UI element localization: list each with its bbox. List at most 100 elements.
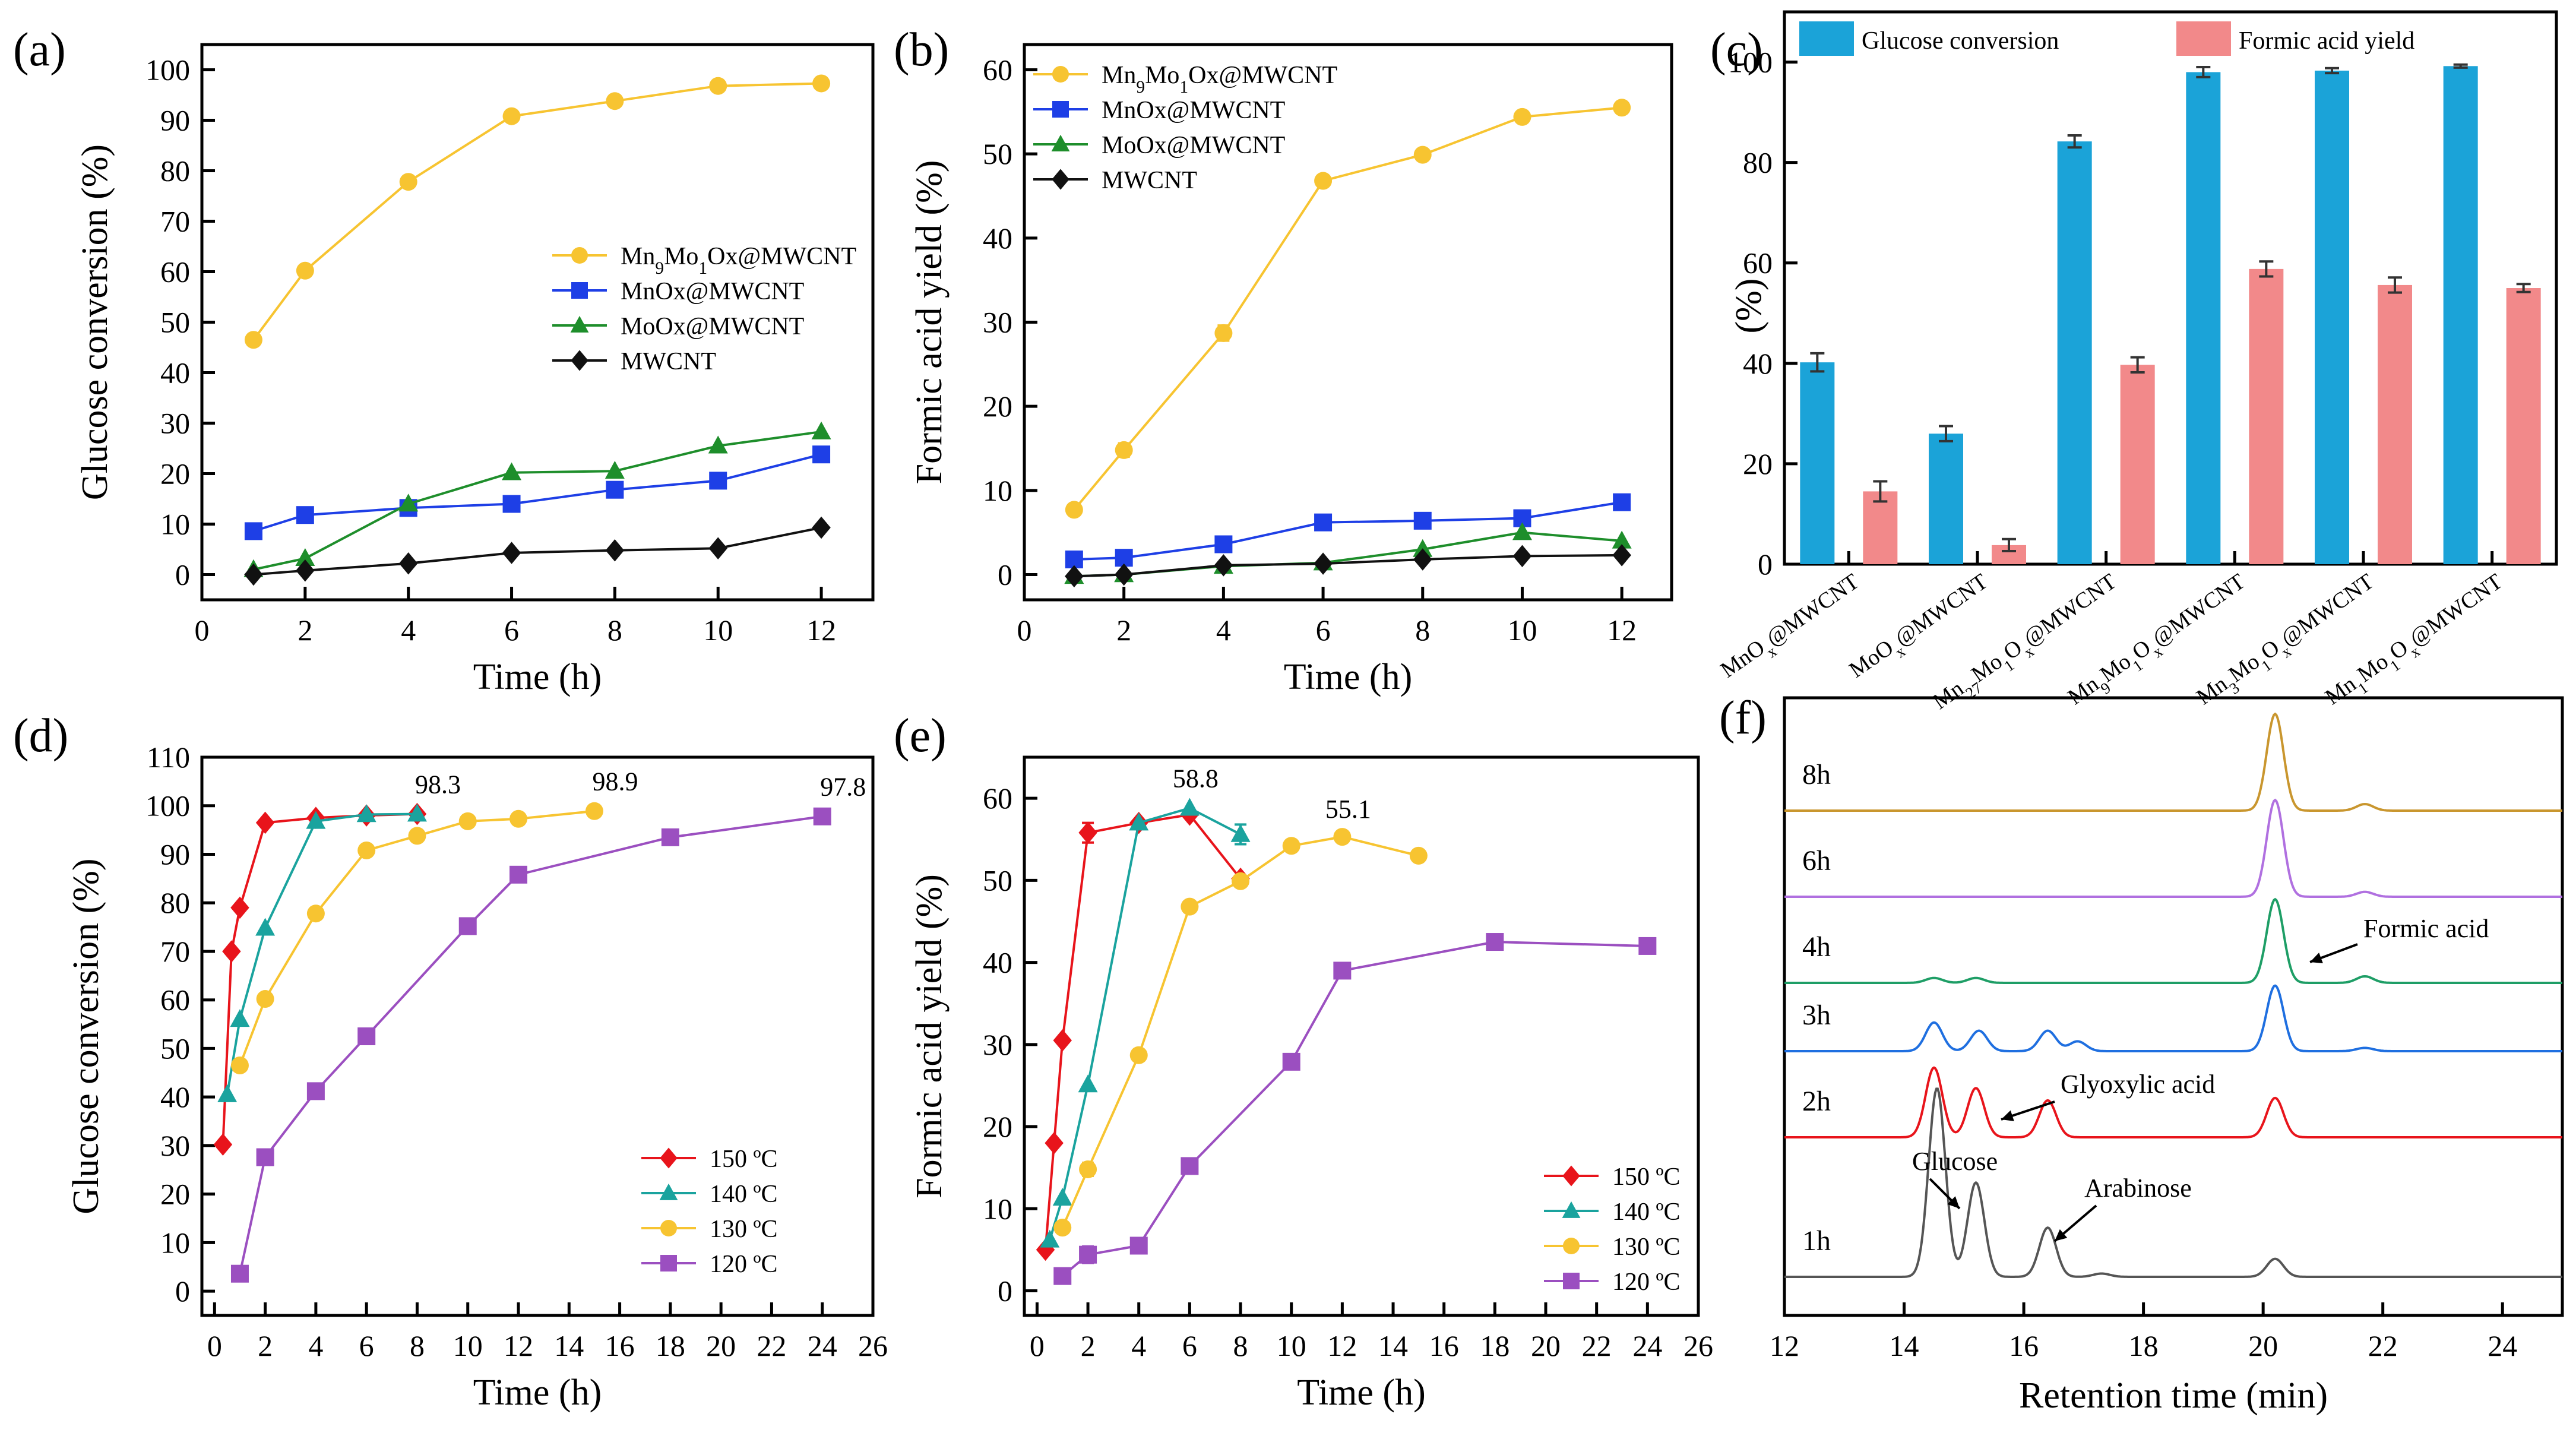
x-tick-label: 0	[1017, 613, 1032, 647]
data-point	[244, 563, 263, 586]
x-tick-label: 6	[504, 613, 519, 647]
trace-label: 2h	[1802, 1086, 1831, 1117]
data-point	[606, 92, 624, 110]
legend-label: MnOx@MWCNT	[1102, 97, 1285, 124]
data-point	[1314, 552, 1333, 575]
data-point	[1413, 548, 1432, 571]
legend-label: 120 ºC	[710, 1251, 778, 1278]
category-label-part: @MWCNT	[2405, 569, 2507, 651]
data-point	[306, 811, 326, 829]
data-point	[1314, 513, 1333, 532]
legend-label-part: Mo	[1145, 62, 1179, 89]
data-point	[709, 472, 727, 490]
data-point	[1045, 1131, 1064, 1155]
data-label: 98.9	[592, 767, 638, 796]
data-point	[1214, 324, 1233, 342]
legend-marker	[1562, 1201, 1581, 1218]
x-tick-label: 6	[1182, 1329, 1197, 1362]
data-point	[1612, 530, 1632, 549]
x-tick-label: 26	[858, 1329, 888, 1362]
data-point	[1638, 937, 1657, 955]
x-tick-label: 0	[195, 613, 210, 647]
series-line	[253, 526, 822, 576]
legend: 150 ºC 140 ºC 130 ºC 120 ºC	[641, 1146, 778, 1278]
bar-Formic acid yield	[2506, 288, 2541, 564]
annotation-arrowhead	[1947, 1196, 1960, 1209]
legend-label-part: Ox@MWCNT	[707, 243, 856, 270]
legend-label: Glucose conversion	[1862, 27, 2059, 55]
y-tick-label: 100	[145, 53, 190, 87]
y-tick-label: 90	[160, 837, 190, 871]
y-tick-label: 80	[1743, 146, 1773, 179]
data-point	[306, 904, 325, 923]
bar-Formic acid yield	[2249, 268, 2284, 564]
series-line	[253, 453, 822, 533]
data-point	[1282, 1052, 1300, 1071]
legend-marker	[660, 1220, 677, 1236]
data-point	[811, 421, 831, 439]
legend-label: 130 ºC	[710, 1216, 778, 1243]
x-tick-label: 4	[1131, 1329, 1146, 1362]
y-tick-label: 80	[160, 886, 190, 919]
trace-label: 3h	[1802, 999, 1831, 1031]
series-MoOx@MWCNT	[1064, 522, 1632, 584]
x-tick-label: 14	[1890, 1329, 1919, 1362]
data-point	[256, 990, 274, 1008]
data-point	[1065, 565, 1084, 588]
x-tick-label: 16	[1429, 1329, 1459, 1362]
data-point	[1409, 846, 1428, 865]
data-point	[296, 559, 315, 582]
x-tick-label: 20	[706, 1329, 736, 1362]
data-point	[1079, 1160, 1097, 1178]
legend-swatch	[1799, 21, 1854, 56]
chromatogram-3h	[1784, 984, 2562, 1052]
x-tick-label: 14	[554, 1329, 584, 1362]
data-point	[244, 522, 262, 540]
series-Mn9Mo1Ox@MWCNT	[1065, 99, 1631, 519]
series-150 ºC	[213, 802, 427, 1156]
x-axis-label: Time (h)	[473, 657, 602, 697]
data-point	[661, 828, 679, 846]
category-label-part: Mn	[2321, 671, 2360, 710]
y-tick-label: 20	[160, 1178, 190, 1211]
data-point	[1214, 554, 1233, 577]
category-label-part: @MWCNT	[1890, 569, 1992, 651]
y-tick-label: 0	[175, 1274, 190, 1308]
bar-Glucose conversion	[2057, 141, 2092, 565]
y-tick-label: 20	[160, 457, 190, 491]
plot-frame	[1783, 10, 2558, 566]
y-tick-label: 60	[983, 53, 1012, 87]
y-tick-label: 110	[147, 741, 190, 774]
series-line	[1044, 813, 1242, 1250]
panel-a: 0 2 4 6 8 10 12 0 10 20 30 40 50 60 70 80 90 100 Time (h) G…	[13, 24, 875, 697]
legend-marker	[571, 282, 588, 299]
y-tick-label: 10	[160, 508, 190, 541]
series-line	[1061, 836, 1419, 1228]
x-axis-label: Time (h)	[1284, 657, 1412, 697]
chromatogram-2h	[1784, 1066, 2562, 1138]
y-tick-label: 20	[1743, 447, 1773, 480]
series-130 ºC	[230, 802, 603, 1075]
data-point	[1040, 1229, 1060, 1248]
data-point	[502, 462, 522, 480]
x-tick-label: 12	[1770, 1329, 1799, 1362]
data-point	[1181, 897, 1199, 916]
y-tick-label: 100	[145, 789, 190, 823]
series-MWCNT	[244, 516, 831, 586]
annotation-label: Glucose	[1912, 1147, 1998, 1176]
series-MnOx@MWCNT	[244, 445, 831, 540]
x-tick-label: 18	[2129, 1329, 2159, 1362]
y-tick-label: 60	[1743, 246, 1773, 280]
data-point	[1052, 1188, 1072, 1206]
bar-Formic acid yield	[1863, 491, 1898, 564]
data-point	[1115, 441, 1133, 459]
trace-label: 6h	[1802, 845, 1831, 877]
category-label-part: Mn	[2192, 671, 2232, 710]
series-MWCNT	[1065, 544, 1631, 588]
y-axis-label: Glucose conversion (%)	[66, 858, 106, 1214]
series-line	[226, 812, 417, 1095]
data-label: 97.8	[820, 773, 866, 802]
series-120 ºC	[1053, 933, 1657, 1285]
data-point	[296, 261, 314, 280]
x-tick-label: 10	[703, 613, 733, 647]
